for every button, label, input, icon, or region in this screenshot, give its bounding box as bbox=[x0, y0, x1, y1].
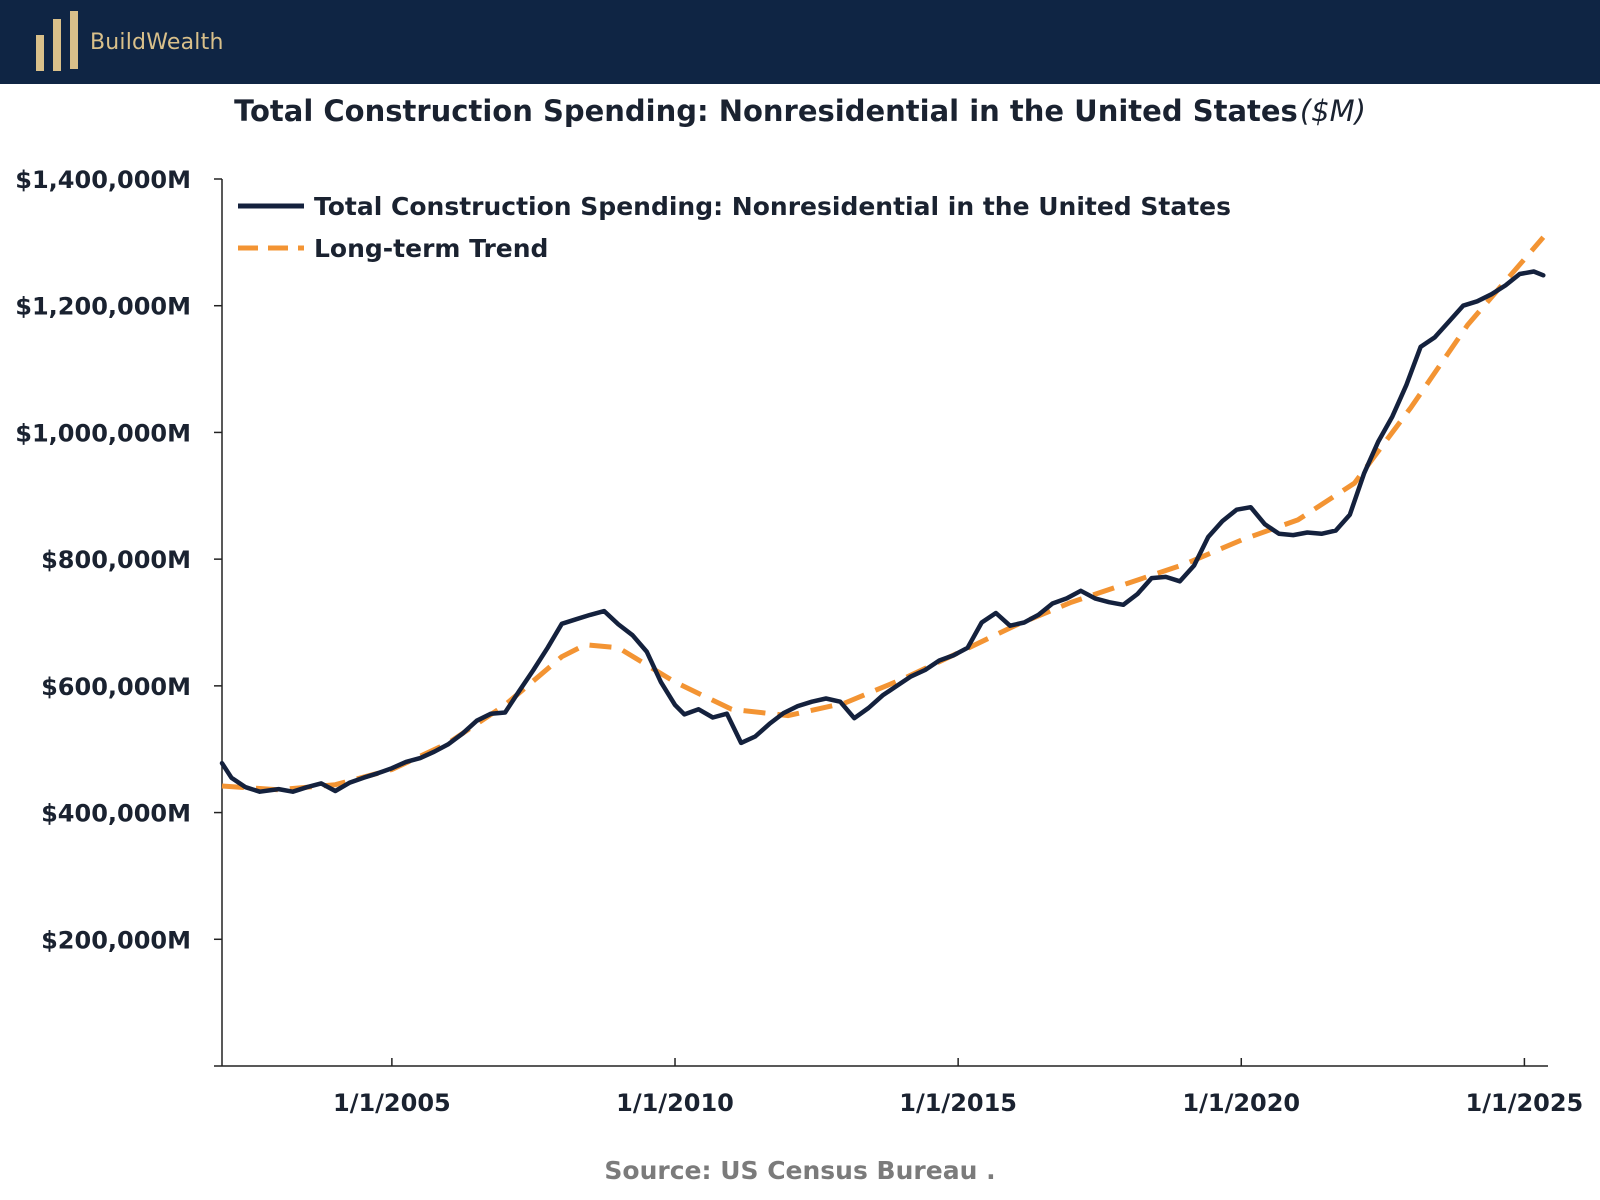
brand-name: BuildWealth bbox=[90, 29, 224, 55]
chart-lines bbox=[219, 235, 1546, 794]
legend-label: Total Construction Spending: Nonresident… bbox=[314, 192, 1231, 221]
y-tick-label: $800,000M bbox=[41, 546, 191, 574]
chart-title-text: Total Construction Spending: Nonresident… bbox=[234, 94, 1298, 128]
legend-label: Long-term Trend bbox=[314, 234, 548, 263]
bar-columns-logo-icon bbox=[36, 11, 78, 71]
y-tick-label: $1,200,000M bbox=[15, 293, 191, 321]
y-tick-label: $1,400,000M bbox=[15, 166, 191, 194]
x-tick-label: 1/1/2020 bbox=[1182, 1089, 1300, 1117]
chart-legend: Total Construction Spending: Nonresident… bbox=[238, 192, 1231, 263]
x-tick-label: 1/1/2015 bbox=[899, 1089, 1017, 1117]
chart-title: Total Construction Spending: Nonresident… bbox=[0, 94, 1600, 128]
trend-line bbox=[221, 235, 1546, 793]
y-tick-label: $1,000,000M bbox=[15, 419, 191, 447]
x-tick-label: 1/1/2010 bbox=[616, 1089, 734, 1117]
y-tick-label: $400,000M bbox=[41, 800, 191, 828]
spending-line bbox=[219, 269, 1546, 794]
x-tick-label: 1/1/2025 bbox=[1466, 1089, 1584, 1117]
brand: BuildWealth bbox=[34, 8, 224, 76]
y-tick-label: $200,000M bbox=[41, 926, 191, 954]
x-tick-label: 1/1/2005 bbox=[333, 1089, 451, 1117]
y-tick-label: $600,000M bbox=[41, 673, 191, 701]
chart-axes: $200,000M $400,000M $600,000M $800,000M $1,0… bbox=[15, 166, 1583, 1117]
chart-title-unit: ($M) bbox=[1299, 94, 1366, 128]
source-note: Source: US Census Bureau . bbox=[604, 1156, 996, 1185]
top-banner: BuildWealth bbox=[0, 0, 1600, 84]
